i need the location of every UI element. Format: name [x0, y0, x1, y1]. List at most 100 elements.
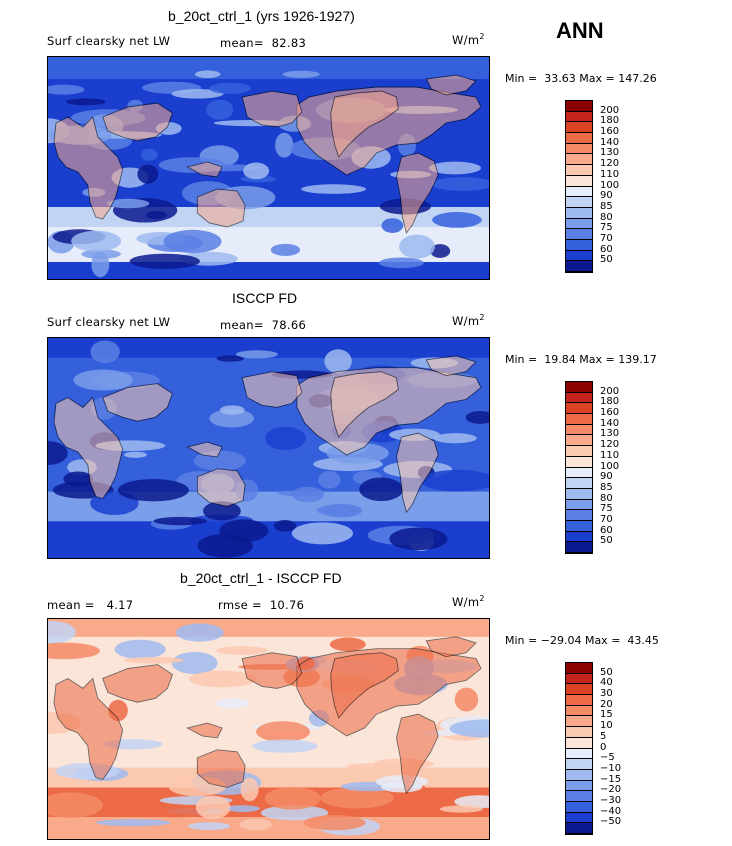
- colorbar-swatch: [566, 705, 592, 717]
- colorbar-tick-label: 15: [600, 709, 613, 721]
- colorbar-swatch: [566, 823, 592, 834]
- colorbar-swatch: [566, 239, 592, 251]
- colorbar-tick-label: 160: [600, 407, 620, 419]
- colorbar-swatch: [566, 186, 592, 198]
- colorbar-tick-label: 100: [600, 460, 620, 472]
- colorbar-swatch: [566, 175, 592, 187]
- colorbar-swatch: [566, 727, 592, 738]
- colorbar-tick-label: 200: [600, 385, 620, 397]
- colorbar-swatch: [566, 403, 592, 415]
- panel3-minmax: Min = −29.04 Max = 43.45: [505, 634, 659, 647]
- colorbar-tick-label: 70: [600, 232, 613, 244]
- colorbar-swatch: [566, 133, 592, 144]
- colorbar-swatch: [566, 456, 592, 468]
- colorbar-swatch: [566, 488, 592, 500]
- colorbar-swatch: [566, 261, 592, 272]
- colorbar-tick-label: 70: [600, 513, 613, 525]
- colorbar-tick-label: 180: [600, 115, 620, 127]
- panel2-mean: mean= 78.66: [220, 318, 307, 332]
- colorbar-swatch: [566, 435, 592, 447]
- colorbar-swatch: [566, 499, 592, 511]
- panel1-mean: mean= 82.83: [220, 36, 307, 50]
- panel1-map: [47, 56, 490, 280]
- colorbar-tick-label: 40: [600, 677, 613, 689]
- colorbar-tick-label: 75: [600, 503, 613, 515]
- panel2-variable-label: Surf clearsky net LW: [47, 315, 171, 329]
- colorbar-tick-label: 5: [600, 730, 607, 742]
- colorbar-swatch: [566, 748, 592, 760]
- colorbar-tick-label: 130: [600, 147, 620, 159]
- colorbar-tick-label: −30: [600, 794, 622, 806]
- panel1-minmax: Min = 33.63 Max = 147.26: [505, 72, 657, 85]
- colorbar-tick-label: 120: [600, 158, 620, 170]
- colorbar-swatch: [566, 737, 592, 749]
- colorbar-swatch: [566, 478, 592, 489]
- colorbar-swatch: [566, 663, 592, 674]
- panel1-title: b_20ct_ctrl_1 (yrs 1926-1927): [168, 8, 355, 24]
- colorbar-tick-label: 110: [600, 168, 620, 180]
- panel2-colorbar: [565, 381, 593, 554]
- colorbar-tick-label: 90: [600, 471, 613, 483]
- colorbar-tick-label: 110: [600, 449, 620, 461]
- season-label: ANN: [556, 18, 604, 43]
- colorbar-tick-label: 50: [600, 666, 613, 678]
- colorbar-tick-label: 20: [600, 698, 613, 710]
- colorbar-tick-label: 0: [600, 741, 607, 753]
- panel3-units: W/m2: [452, 594, 485, 609]
- panel1-units: W/m2: [452, 32, 485, 47]
- panel3-colorbar: [565, 662, 593, 835]
- colorbar-tick-label: −15: [600, 773, 622, 785]
- panel3-title: b_20ct_ctrl_1 - ISCCP FD: [180, 570, 342, 586]
- colorbar-swatch: [566, 759, 592, 770]
- colorbar-swatch: [566, 207, 592, 219]
- colorbar-tick-label: −5: [600, 752, 615, 764]
- panel3-map: [47, 618, 490, 840]
- panel1-colorbar: [565, 100, 593, 273]
- colorbar-tick-label: 50: [600, 254, 613, 266]
- colorbar-swatch: [566, 520, 592, 532]
- colorbar-swatch: [566, 684, 592, 696]
- colorbar-swatch: [566, 446, 592, 457]
- colorbar-tick-label: −20: [600, 784, 622, 796]
- colorbar-swatch: [566, 673, 592, 685]
- colorbar-tick-label: 30: [600, 688, 613, 700]
- colorbar-tick-label: 80: [600, 211, 613, 223]
- colorbar-tick-label: −10: [600, 762, 622, 774]
- colorbar-swatch: [566, 531, 592, 543]
- colorbar-swatch: [566, 154, 592, 166]
- colorbar-tick-label: 85: [600, 481, 613, 493]
- colorbar-swatch: [566, 424, 592, 436]
- colorbar-swatch: [566, 229, 592, 240]
- colorbar-swatch: [566, 780, 592, 792]
- colorbar-swatch: [566, 510, 592, 521]
- colorbar-swatch: [566, 695, 592, 706]
- colorbar-tick-label: 80: [600, 492, 613, 504]
- colorbar-tick-label: 100: [600, 179, 620, 191]
- colorbar-swatch: [566, 812, 592, 824]
- panel2-title: ISCCP FD: [232, 290, 298, 306]
- colorbar-tick-label: 50: [600, 535, 613, 547]
- colorbar-tick-label: 140: [600, 136, 620, 148]
- colorbar-swatch: [566, 111, 592, 123]
- colorbar-swatch: [566, 542, 592, 553]
- colorbar-swatch: [566, 218, 592, 230]
- colorbar-swatch: [566, 250, 592, 262]
- colorbar-swatch: [566, 197, 592, 208]
- panel2-minmax: Min = 19.84 Max = 139.17: [505, 353, 657, 366]
- colorbar-swatch: [566, 791, 592, 802]
- colorbar-tick-label: 60: [600, 243, 613, 255]
- colorbar-swatch: [566, 143, 592, 155]
- colorbar-swatch: [566, 716, 592, 728]
- colorbar-tick-label: 160: [600, 126, 620, 138]
- panel2-map: [47, 337, 490, 559]
- colorbar-swatch: [566, 769, 592, 781]
- colorbar-swatch: [566, 801, 592, 813]
- colorbar-tick-label: −50: [600, 816, 622, 828]
- colorbar-swatch: [566, 122, 592, 134]
- panel3-rmse: rmse = 10.76: [218, 598, 305, 612]
- colorbar-tick-label: 85: [600, 200, 613, 212]
- panel1-variable-label: Surf clearsky net LW: [47, 34, 171, 48]
- colorbar-tick-label: 130: [600, 428, 620, 440]
- colorbar-tick-label: 200: [600, 104, 620, 116]
- colorbar-tick-label: 120: [600, 439, 620, 451]
